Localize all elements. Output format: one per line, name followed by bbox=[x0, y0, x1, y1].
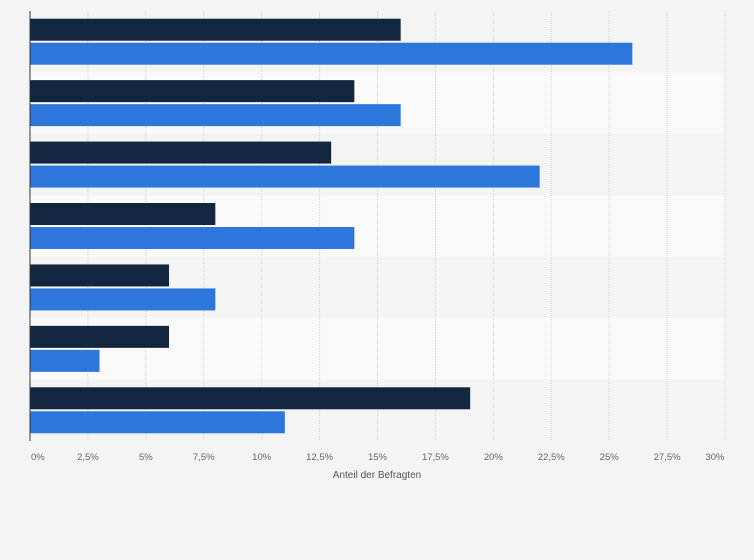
x-tick-labels: 0% 2,5% 5% 7,5% 10% 12,5% 15% 17,5% 20% 22,5% 25% 2… bbox=[31, 452, 725, 463]
bar[interactable] bbox=[30, 349, 100, 372]
bar[interactable] bbox=[30, 411, 285, 434]
x-tick-label: 25% bbox=[600, 452, 620, 463]
x-tick-label: 30% bbox=[705, 452, 725, 463]
x-tick-label: 2,5% bbox=[77, 452, 99, 463]
bar[interactable] bbox=[30, 264, 169, 287]
bar[interactable] bbox=[30, 203, 216, 225]
x-tick-label: 12,5% bbox=[306, 452, 333, 463]
bar[interactable] bbox=[30, 141, 332, 164]
x-axis-title: Anteil der Befragten bbox=[333, 470, 421, 481]
x-tick-label: 7,5% bbox=[193, 452, 215, 463]
bar[interactable] bbox=[30, 288, 216, 311]
bar[interactable] bbox=[30, 227, 355, 249]
bars bbox=[30, 18, 633, 434]
bar[interactable] bbox=[30, 325, 169, 348]
x-tick-label: 10% bbox=[252, 452, 272, 463]
x-tick-label: 0% bbox=[31, 452, 45, 463]
x-tick-label: 22,5% bbox=[538, 452, 565, 463]
x-tick-label: 15% bbox=[368, 452, 388, 463]
bar[interactable] bbox=[30, 42, 633, 65]
x-tick-label: 20% bbox=[484, 452, 504, 463]
x-tick-label: 5% bbox=[139, 452, 153, 463]
x-tick-label: 17,5% bbox=[422, 452, 449, 463]
bar[interactable] bbox=[30, 80, 355, 103]
bar[interactable] bbox=[30, 104, 401, 127]
bar[interactable] bbox=[30, 165, 540, 188]
bar[interactable] bbox=[30, 18, 401, 41]
bar[interactable] bbox=[30, 387, 471, 410]
x-tick-label: 27,5% bbox=[654, 452, 681, 463]
